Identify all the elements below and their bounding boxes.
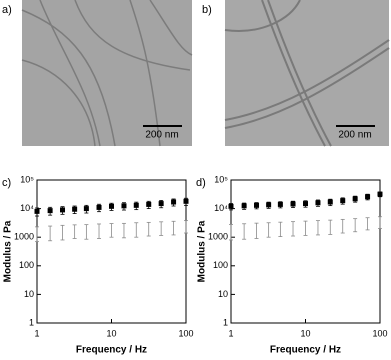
- data-point: [365, 194, 371, 200]
- x-axis-label: Frequency / Hz: [270, 345, 341, 356]
- data-point: [315, 200, 321, 206]
- data-point: [121, 203, 127, 209]
- y-tick-label: 1000: [14, 232, 34, 242]
- data-point: [47, 208, 53, 214]
- error-bar: [72, 224, 77, 239]
- error-bar: [146, 221, 151, 237]
- x-tick-label: 10: [300, 328, 310, 338]
- y-tick-label: 10⁴: [20, 203, 34, 213]
- panel-label: d): [196, 177, 206, 189]
- x-tick-label: 1: [228, 328, 233, 338]
- image-background: [225, 0, 389, 146]
- data-point: [96, 204, 102, 210]
- y-axis-label: Modulus / Pa: [3, 220, 14, 282]
- x-tick-label: 100: [178, 328, 193, 338]
- error-bar: [340, 218, 345, 234]
- y-axis-label: Modulus / Pa: [197, 220, 208, 282]
- data-point: [228, 203, 234, 209]
- error-bar: [121, 222, 126, 239]
- error-bar: [97, 223, 102, 239]
- error-bar: [84, 224, 89, 240]
- y-tick-label: 1: [223, 317, 228, 327]
- data-point: [60, 207, 66, 213]
- data-point: [340, 198, 346, 204]
- data-point: [352, 196, 358, 202]
- panel-label: c): [2, 177, 11, 189]
- error-bar: [134, 222, 139, 238]
- error-bar: [365, 217, 370, 231]
- error-bar: [353, 218, 358, 233]
- data-point: [133, 202, 139, 208]
- data-point: [158, 201, 164, 207]
- y-tick-label: 10⁴: [214, 203, 228, 213]
- y-tick-label: 1: [29, 317, 34, 327]
- error-bar: [278, 221, 283, 237]
- data-point: [241, 203, 247, 209]
- data-point: [83, 206, 89, 212]
- y-tick-label: 1000: [208, 232, 228, 242]
- data-point: [254, 202, 260, 208]
- data-point: [34, 208, 40, 214]
- panel-label: a): [2, 4, 12, 16]
- error-bar: [229, 224, 233, 241]
- x-tick-label: 10: [106, 328, 116, 338]
- error-bar: [35, 226, 39, 243]
- image-background: [22, 0, 192, 146]
- data-point: [290, 201, 296, 207]
- data-point: [303, 201, 308, 207]
- error-bar: [291, 221, 296, 237]
- error-bar: [171, 220, 176, 236]
- tem-image-a: [21, 0, 193, 147]
- data-point: [109, 203, 114, 209]
- data-point: [327, 199, 333, 205]
- data-point: [146, 201, 152, 207]
- tem-image-b: [224, 0, 390, 147]
- x-tick-label: 1: [34, 328, 39, 338]
- data-point: [72, 206, 78, 212]
- data-point: [183, 198, 189, 204]
- data-point: [266, 202, 272, 208]
- error-bar: [254, 222, 259, 239]
- y-tick-label: 10: [24, 289, 34, 299]
- error-bar: [303, 220, 308, 236]
- error-bar: [378, 216, 382, 229]
- x-axis-label: Frequency / Hz: [76, 345, 147, 356]
- y-tick-label: 10⁵: [20, 174, 34, 184]
- x-tick-label: 100: [372, 328, 387, 338]
- fibers: [21, 0, 193, 147]
- data-point: [377, 191, 383, 197]
- error-bar: [109, 223, 114, 238]
- error-bar: [159, 221, 164, 236]
- error-bar: [315, 220, 320, 236]
- error-bar: [60, 224, 65, 241]
- y-tick-label: 100: [19, 260, 34, 270]
- data-point: [277, 201, 283, 207]
- y-tick-label: 10⁵: [214, 174, 228, 184]
- fibers: [224, 0, 390, 147]
- scale-bar-label: 200 nm: [145, 130, 178, 141]
- error-bar: [184, 220, 188, 234]
- panel-label: b): [202, 4, 212, 16]
- data-point: [171, 199, 177, 205]
- error-bar: [48, 225, 53, 242]
- error-bar: [266, 222, 271, 238]
- scale-bar-label: 200 nm: [338, 130, 371, 141]
- y-tick-label: 10: [218, 289, 228, 299]
- y-tick-label: 100: [213, 260, 228, 270]
- error-bar: [328, 219, 333, 235]
- error-bar: [242, 223, 247, 240]
